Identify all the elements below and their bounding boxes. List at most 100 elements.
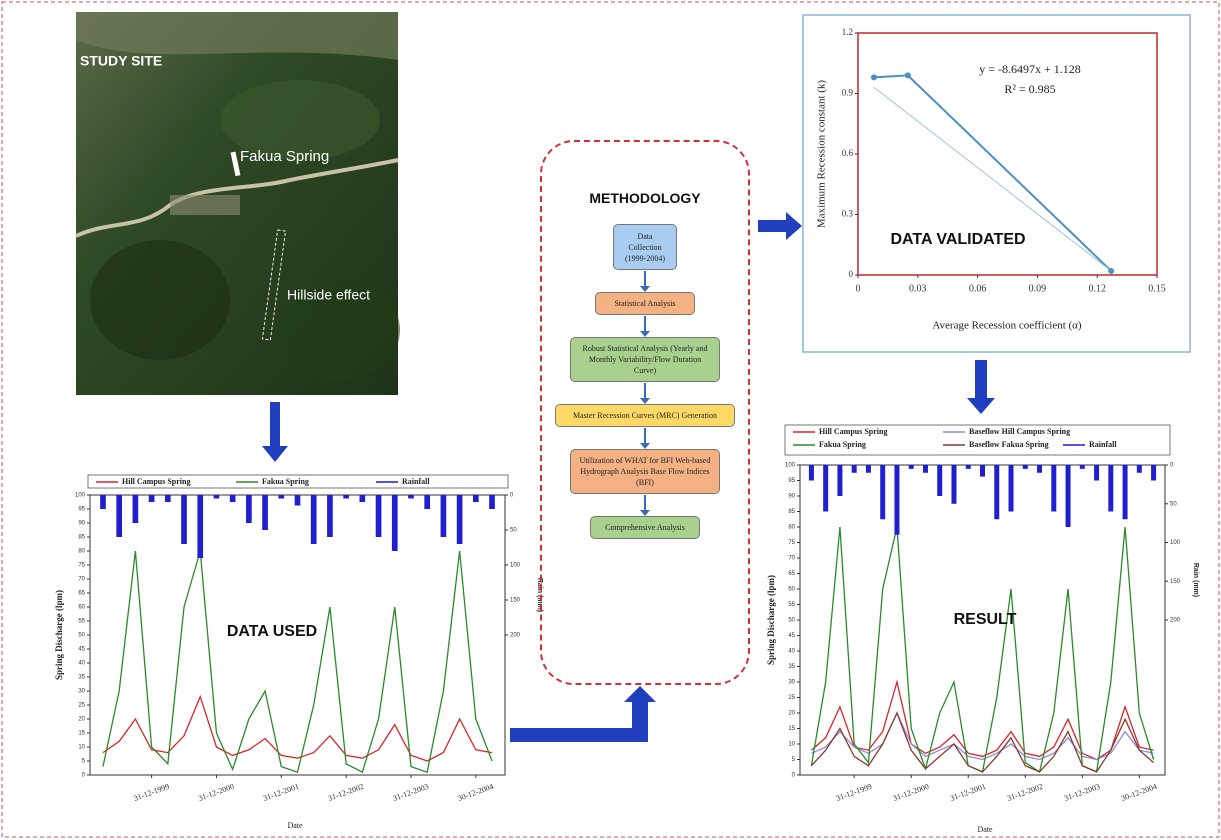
rain-bar — [909, 465, 914, 469]
y-tick-label: 80 — [78, 549, 85, 555]
y-tick-label: 70 — [78, 577, 85, 583]
method-step: Statistical Analysis — [595, 292, 695, 315]
step-arrow — [644, 316, 646, 332]
x-tick-label: 31-12-1999 — [132, 782, 170, 803]
method-step: Utilization of WHAT for BFI Web-based Hy… — [570, 449, 720, 494]
y2-axis-title: Rain (mm) — [1192, 563, 1199, 597]
y-tick-label: 75 — [788, 540, 795, 546]
y2-tick-label: 50 — [510, 528, 517, 534]
rain-bar — [246, 495, 252, 523]
rain-bar — [181, 495, 187, 544]
rain-bar — [360, 495, 366, 502]
chart: 0510152025303540455055606570758085909510… — [766, 425, 1199, 834]
rain-bar — [424, 495, 430, 509]
legend-label: Rainfall — [1089, 440, 1117, 449]
x-axis-title: Average Recession coefficient (α) — [932, 320, 1082, 332]
legend-label: Baseflow Fakua Spring — [969, 440, 1049, 449]
rain-bar — [1051, 465, 1056, 512]
rain-bar — [295, 495, 301, 506]
settlement — [170, 195, 240, 215]
rain-bar — [1066, 465, 1071, 527]
rain-bar — [1037, 465, 1042, 473]
x-axis-title: Date — [287, 821, 303, 830]
rain-bar — [1023, 465, 1028, 469]
rain-bar — [441, 495, 447, 537]
x-tick-label: 0.15 — [1148, 283, 1166, 294]
y-tick-label: 100 — [75, 493, 86, 499]
legend-label: Hill Campus Spring — [122, 477, 190, 486]
rain-bar — [133, 495, 139, 523]
rain-bar — [809, 465, 814, 481]
rain-bar — [278, 495, 284, 499]
y-tick-label: 80 — [788, 525, 795, 531]
x-tick-label: 30-12-2004 — [457, 782, 495, 803]
legend-label: Fakua Spring — [262, 477, 309, 486]
data-point — [871, 74, 877, 80]
rain-bar — [937, 465, 942, 496]
y-tick-label: 65 — [788, 571, 795, 577]
y-tick-label: 95 — [78, 507, 85, 513]
y-tick-label: 0 — [82, 773, 86, 779]
x-tick-label: 0.03 — [909, 283, 927, 294]
arrow — [262, 402, 288, 462]
data-point — [905, 72, 911, 78]
y-tick-label: 0.9 — [842, 88, 854, 98]
y2-tick-label: 0 — [1170, 463, 1174, 469]
method-step: Data Collection (1999-2004) — [613, 224, 677, 270]
y-tick-label: 40 — [788, 649, 795, 655]
rain-bar — [1123, 465, 1128, 519]
legend-label: Fakua Spring — [819, 440, 866, 449]
chart: 0510152025303540455055606570758085909510… — [54, 475, 543, 830]
rain-bar — [866, 465, 871, 473]
x-tick-label: 0.12 — [1088, 283, 1106, 294]
rain-bar — [489, 495, 495, 509]
rain-bar — [1094, 465, 1099, 481]
y-tick-label: 90 — [788, 494, 795, 500]
y2-tick-label: 0 — [510, 493, 514, 499]
y-tick-label: 90 — [78, 521, 85, 527]
site-label: Fakua Spring — [240, 148, 329, 165]
y-tick-label: 25 — [788, 695, 795, 701]
arrow — [758, 212, 802, 240]
rain-bar — [262, 495, 268, 530]
y-tick-label: 1.2 — [842, 27, 853, 37]
rain-bar — [214, 495, 220, 499]
arrow — [510, 686, 656, 742]
rain-bar — [408, 495, 414, 499]
y-tick-label: 100 — [785, 463, 796, 469]
y2-tick-label: 100 — [1170, 540, 1181, 546]
step-arrow — [644, 495, 646, 511]
rain-bar — [100, 495, 106, 509]
terrain — [90, 240, 230, 360]
rain-bar — [149, 495, 155, 502]
rain-bar — [343, 495, 349, 499]
rain-bar — [880, 465, 885, 519]
rain-bar — [392, 495, 398, 551]
y-tick-label: 20 — [788, 711, 795, 717]
y-tick-label: 70 — [788, 556, 795, 562]
step-arrow — [644, 428, 646, 444]
x-tick-label: 31-12-2003 — [1063, 782, 1101, 803]
rain-bar — [1108, 465, 1113, 512]
panel-label: RESULT — [954, 611, 1017, 628]
site-label: Hillside effect — [287, 287, 370, 303]
x-axis-title: Date — [977, 825, 993, 834]
rain-bar — [376, 495, 382, 537]
rain-bar — [923, 465, 928, 473]
x-tick-label: 31-12-2002 — [1006, 782, 1044, 803]
legend-label: Rainfall — [402, 477, 430, 486]
y-tick-label: 10 — [788, 742, 795, 748]
r-squared: R² = 0.985 — [1004, 82, 1055, 96]
y-tick-label: 45 — [78, 647, 85, 653]
method-step: Robust Statistical Analysis (Yearly and … — [570, 337, 720, 382]
y-tick-label: 10 — [78, 745, 85, 751]
rain-bar — [1080, 465, 1085, 469]
y-tick-label: 60 — [788, 587, 795, 593]
rain-bar — [951, 465, 956, 504]
rain-bar — [1151, 465, 1156, 481]
x-tick-label: 0.09 — [1029, 283, 1047, 294]
y-tick-label: 25 — [78, 703, 85, 709]
x-tick-label: 31-12-2001 — [262, 782, 300, 803]
method-step: Master Recession Curves (MRC) Generation — [555, 404, 735, 427]
data-point — [1108, 268, 1114, 274]
